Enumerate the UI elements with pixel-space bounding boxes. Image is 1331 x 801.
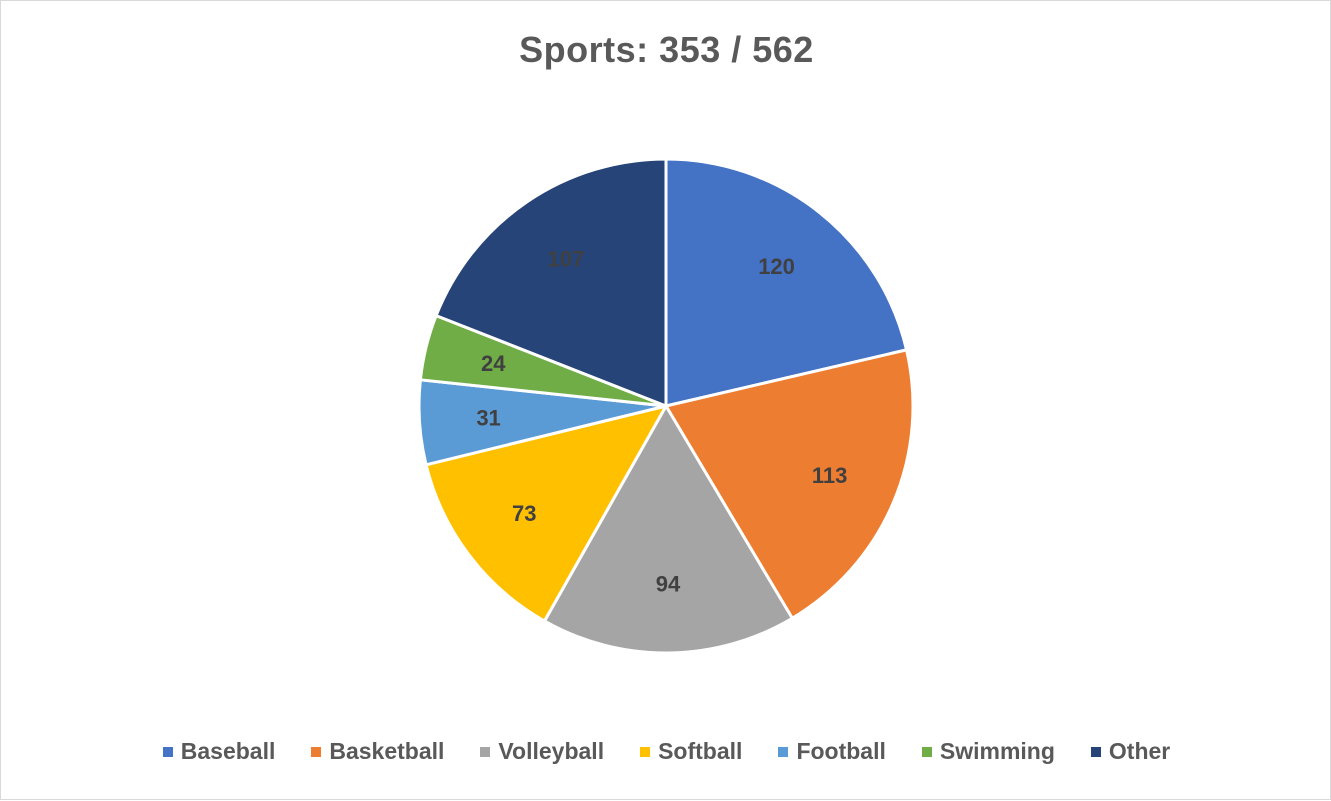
data-label-basketball: 113 (812, 463, 848, 488)
data-label-softball: 73 (512, 501, 536, 526)
pie-slice-volleyball (542, 404, 794, 655)
legend-label: Other (1108, 738, 1171, 764)
legend-item-other: Other (1090, 738, 1171, 765)
pie-slice-basketball (664, 348, 915, 620)
legend-swatch (640, 746, 651, 757)
legend-label: Swimming (939, 738, 1055, 764)
data-label-volleyball: 94 (656, 571, 681, 596)
pie-slices (417, 157, 915, 655)
legend-swatch (480, 746, 491, 757)
legend-item-baseball: Baseball (162, 738, 276, 765)
legend-swatch (778, 746, 789, 757)
legend-item-volleyball: Volleyball (480, 738, 604, 765)
data-label-football: 31 (476, 405, 500, 430)
data-label-baseball: 120 (758, 254, 795, 279)
chart-legend: Baseball Basketball Volleyball Softball Foot… (1, 738, 1331, 765)
pie-slice-other (434, 157, 668, 408)
data-label-swimming: 24 (481, 351, 506, 376)
legend-item-basketball: Basketball (311, 738, 444, 765)
pie-slice-softball (424, 404, 668, 623)
data-label-other: 107 (547, 247, 584, 272)
chart-title: Sports: 353 / 562 (519, 29, 814, 70)
legend-swatch (162, 746, 173, 757)
pie-slice-baseball (664, 157, 909, 408)
legend-item-softball: Softball (640, 738, 742, 765)
legend-swatch (921, 746, 932, 757)
legend-item-football: Football (778, 738, 886, 765)
legend-label: Basketball (329, 738, 445, 764)
legend-swatch (311, 746, 322, 757)
legend-label: Baseball (180, 738, 276, 764)
legend-label: Football (796, 738, 886, 764)
legend-label: Softball (658, 738, 743, 764)
legend-swatch (1090, 746, 1101, 757)
legend-label: Volleyball (498, 738, 605, 764)
pie-data-labels: 120 113 94 73 31 24 107 (476, 247, 847, 597)
legend-item-swimming: Swimming (921, 738, 1055, 765)
